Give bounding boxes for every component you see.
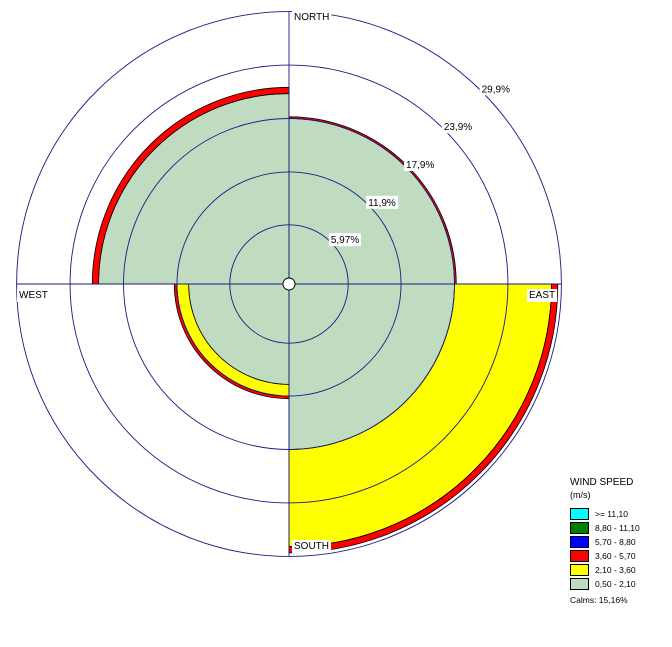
legend-swatch — [570, 564, 589, 576]
legend-units: (m/s) — [570, 490, 591, 500]
ring-label-bg — [404, 157, 437, 171]
ring-label-5: 29,9% — [482, 84, 510, 95]
legend: WIND SPEED (m/s) >= 11,10 8,80 - 11,10 5… — [570, 477, 670, 605]
direction-label-bg — [292, 11, 332, 24]
legend-item-label: 8,80 - 11,10 — [595, 523, 640, 533]
legend-item: >= 11,10 — [570, 507, 670, 521]
direction-label-east: EAST — [529, 290, 555, 301]
sectors-layer — [91, 86, 559, 554]
legend-swatch — [570, 508, 589, 520]
direction-label-bg — [292, 540, 331, 553]
legend-item: 0,50 - 2,10 — [570, 577, 670, 591]
ring-label-bg — [441, 120, 474, 134]
ring-label-bg — [366, 195, 399, 209]
direction-label-south: SOUTH — [294, 541, 329, 552]
ring-label-3: 17,9% — [406, 160, 434, 171]
direction-label-north: NORTH — [294, 12, 329, 23]
center-hole — [282, 277, 296, 291]
ring-label-2: 11,9% — [368, 198, 396, 209]
legend-swatch — [570, 536, 589, 548]
grid-layer — [16, 11, 562, 557]
legend-item-label: 3,60 - 5,70 — [595, 551, 636, 561]
legend-item-label: 5,70 - 8,80 — [595, 537, 636, 547]
legend-item-label: 2,10 - 3,60 — [595, 565, 636, 575]
direction-label-bg — [17, 289, 50, 302]
legend-swatch — [570, 550, 589, 562]
ring-label-bg — [479, 82, 512, 96]
legend-item: 8,80 - 11,10 — [570, 521, 670, 535]
legend-items: >= 11,10 8,80 - 11,10 5,70 - 8,80 3,60 -… — [570, 507, 670, 591]
legend-item: 2,10 - 3,60 — [570, 563, 670, 577]
ring-label-4: 23,9% — [444, 122, 472, 133]
direction-label-west: WEST — [19, 290, 48, 301]
labels-layer: NORTH EAST SOUTH WEST — [17, 11, 558, 553]
legend-item: 5,70 - 8,80 — [570, 535, 670, 549]
sector-bin-nw-0 — [98, 93, 290, 285]
ring-label-bg — [328, 233, 361, 247]
legend-swatch — [570, 578, 589, 590]
legend-item-label: 0,50 - 2,10 — [595, 579, 636, 589]
legend-title: WIND SPEED — [570, 477, 634, 488]
calms-value: Calms: 15,16% — [570, 595, 628, 605]
ring-labels-layer: 5,97% 11,9% 17,9% 23,9% 29,9% — [328, 82, 512, 247]
legend-item-label: >= 11,10 — [595, 509, 628, 519]
sector-bin-sw-0 — [188, 283, 290, 385]
legend-swatch — [570, 522, 589, 534]
direction-label-bg — [527, 289, 558, 302]
ring-label-1: 5,97% — [331, 235, 359, 246]
legend-item: 3,60 - 5,70 — [570, 549, 670, 563]
